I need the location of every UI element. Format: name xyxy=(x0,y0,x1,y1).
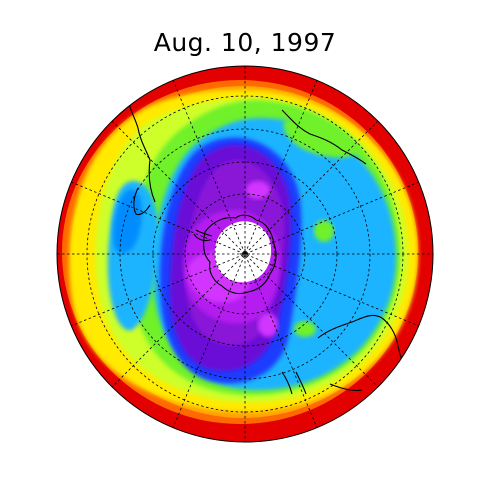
antarctica-coastline xyxy=(203,214,277,295)
ozone-hole-magenta-south xyxy=(258,313,278,337)
ozone-west-arm-darkblue xyxy=(113,189,142,254)
ozone-patch-green-east xyxy=(314,220,334,242)
latitude-circle xyxy=(119,128,371,380)
latitude-circle xyxy=(214,223,276,285)
antarctic-peninsula xyxy=(193,229,213,242)
south-america-coastline xyxy=(127,99,156,216)
new-zealand-coastline xyxy=(281,371,307,395)
map-title: Aug. 10, 1997 xyxy=(153,28,337,57)
australia-coastline xyxy=(317,314,409,392)
ozone-patch-green-south xyxy=(294,321,316,337)
africa-coastline xyxy=(281,109,367,165)
globe-outline xyxy=(56,65,434,443)
latitude-circle xyxy=(184,193,306,315)
ozone-hole-magenta-north xyxy=(246,181,270,199)
graticule xyxy=(57,66,433,442)
pole-marker xyxy=(240,249,250,259)
coastlines xyxy=(127,99,409,395)
